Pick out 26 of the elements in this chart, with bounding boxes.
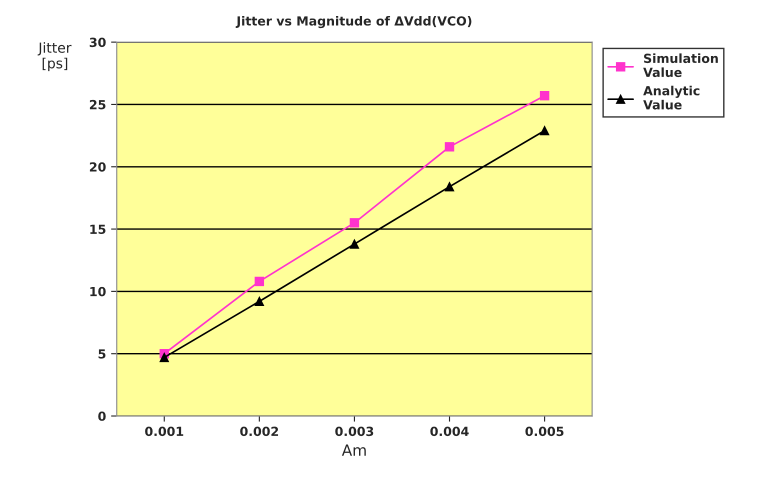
y-tick-label: 25: [90, 100, 106, 110]
x-tick-label: 0.001: [145, 426, 184, 436]
y-axis-title: Jitter [ps]: [38, 42, 72, 72]
y-tick-label: 0: [98, 411, 106, 421]
point: [540, 126, 550, 136]
y-tick-label: 15: [90, 224, 106, 234]
point: [254, 296, 264, 306]
x-tick-label: 0.005: [525, 426, 564, 436]
legend-label: Simulation Value: [643, 53, 718, 78]
point: [350, 218, 360, 228]
x-tick-label: 0.002: [240, 426, 278, 436]
y-tick-label: 30: [90, 38, 106, 48]
y-tick-label: 10: [90, 286, 106, 296]
x-tick-label: 0.003: [335, 426, 374, 436]
point: [254, 276, 264, 286]
point: [160, 352, 169, 362]
point: [350, 239, 360, 249]
point: [444, 142, 454, 152]
y-tick-label: 20: [90, 162, 106, 172]
x-tick-label: 0.004: [430, 426, 469, 436]
y-tick-label: 5: [98, 349, 106, 359]
point: [444, 182, 454, 192]
legend-label: Analytic Value: [643, 86, 700, 110]
point: [540, 91, 550, 100]
x-axis-title: Am: [342, 444, 366, 456]
chart-title: Jitter vs Magnitude of ΔVdd(VCO): [236, 16, 472, 28]
